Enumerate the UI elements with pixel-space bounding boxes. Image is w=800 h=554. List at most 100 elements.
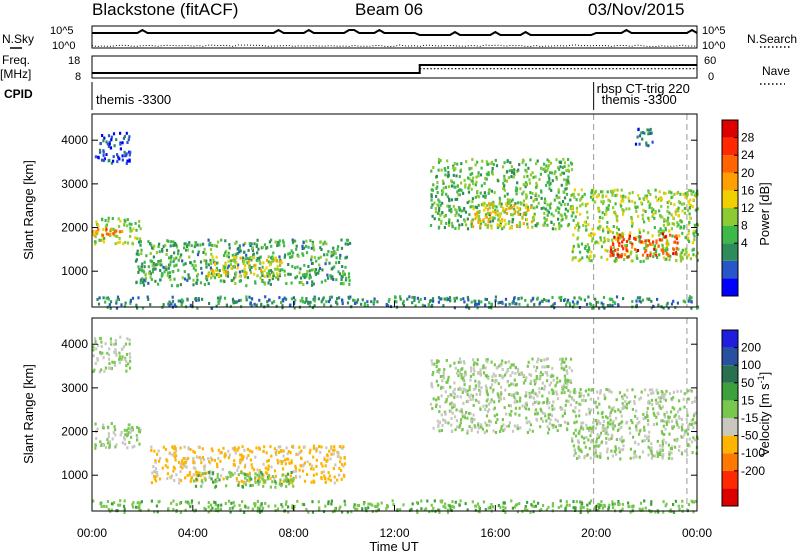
power-echo-cell [324, 262, 327, 266]
power-echo-cell [97, 155, 100, 159]
velocity-echo-cell [327, 502, 330, 506]
power-echo-cell [505, 212, 509, 215]
power-echo-cell [330, 275, 333, 279]
velocity-echo-layer [92, 318, 699, 514]
power-echo-cell [170, 254, 173, 258]
velocity-echo-cell [137, 505, 140, 509]
power-echo-cell [270, 238, 273, 242]
velocity-echo-cell [563, 384, 566, 388]
velocity-echo-cell [310, 480, 313, 484]
velocity-echo-cell [556, 392, 559, 396]
power-echo-cell [248, 295, 251, 299]
power-echo-cell [644, 194, 647, 198]
power-echo-cell [336, 302, 339, 306]
power-echo-cell [577, 244, 580, 248]
velocity-echo-cell [617, 423, 620, 426]
power-echo-cell [243, 264, 247, 267]
power-echo-cell [583, 220, 586, 224]
time-tick-label: 12:00 [379, 526, 409, 540]
power-echo-cell [388, 298, 391, 301]
power-echo-cell [229, 304, 232, 308]
power-echo-cell [219, 279, 222, 283]
velocity-echo-cell [554, 418, 557, 422]
velocity-echo-cell [691, 421, 695, 425]
power-echo-cell [607, 227, 610, 231]
power-echo-cell [160, 263, 163, 267]
power-echo-cell [533, 303, 536, 307]
power-echo-cell [691, 205, 694, 209]
power-echo-cell [516, 210, 520, 214]
velocity-echo-cell [308, 451, 311, 455]
velocity-echo-cell [513, 378, 516, 382]
velocity-echo-cell [279, 478, 282, 482]
power-echo-cell [261, 245, 264, 249]
power-echo-cell [184, 262, 187, 266]
power-echo-cell [303, 301, 306, 304]
power-echo-cell [128, 222, 131, 226]
power-echo-cell [303, 276, 306, 280]
power-echo-cell [112, 227, 115, 231]
power-echo-cell [307, 300, 310, 304]
velocity-echo-cell [117, 503, 120, 507]
power-echo-cell [454, 208, 457, 212]
power-echo-cell [317, 269, 321, 273]
velocity-echo-cell [268, 474, 271, 478]
power-echo-cell [243, 273, 246, 277]
power-echo-cell [688, 220, 691, 224]
velocity-echo-cell [474, 384, 478, 388]
power-echo-cell [490, 224, 493, 228]
power-echo-cell [254, 281, 257, 285]
power-echo-cell [495, 205, 498, 209]
power-echo-cell [525, 193, 528, 197]
velocity-echo-cell [274, 504, 277, 508]
velocity-echo-cell [497, 382, 500, 386]
velocity-echo-cell [621, 397, 624, 401]
power-echo-cell [618, 253, 621, 257]
velocity-echo-cell [108, 440, 111, 444]
velocity-echo-cell [660, 419, 663, 423]
velocity-echo-cell [642, 417, 645, 421]
power-echo-cell [477, 302, 481, 306]
power-echo-cell [560, 224, 563, 228]
power-echo-cell [169, 256, 173, 260]
power-echo-cell [674, 251, 678, 254]
power-echo-cell [589, 303, 592, 306]
power-echo-cell [572, 192, 575, 196]
velocity-echo-cell [166, 477, 169, 481]
velocity-echo-cell [485, 358, 488, 362]
velocity-echo-cell [338, 445, 341, 449]
power-echo-cell [496, 209, 499, 213]
power-echo-cell [315, 259, 318, 263]
velocity-echo-cell [106, 425, 110, 429]
velocity-echo-cell [661, 448, 664, 452]
power-echo-cell [524, 168, 527, 172]
velocity-echo-cell [568, 366, 571, 370]
power-echo-cell [330, 267, 333, 271]
power-echo-cell [260, 268, 263, 272]
velocity-echo-cell [541, 381, 544, 385]
power-echo-cell [134, 259, 138, 263]
velocity-echo-cell [508, 421, 511, 425]
velocity-echo-cell [631, 388, 634, 392]
velocity-echo-cell [466, 508, 469, 512]
velocity-echo-cell [463, 383, 466, 387]
power-echo-cell [692, 232, 695, 236]
velocity-echo-cell [177, 460, 181, 464]
power-echo-cell [628, 232, 631, 236]
velocity-echo-cell [256, 506, 260, 510]
power-echo-cell [210, 306, 213, 310]
power-echo-cell [172, 270, 175, 274]
velocity-echo-cell [665, 420, 668, 424]
power-echo-cell [270, 261, 273, 265]
velocity-echo-cell [511, 371, 514, 375]
power-echo-cell [526, 205, 529, 209]
velocity-echo-cell [525, 407, 528, 411]
velocity-echo-cell [138, 427, 141, 431]
power-echo-cell [455, 211, 458, 215]
velocity-echo-cell [262, 474, 265, 478]
power-echo-cell [186, 248, 189, 252]
power-echo-cell [694, 194, 698, 198]
velocity-echo-cell [439, 499, 442, 503]
velocity-echo-cell [207, 501, 210, 504]
power-echo-cell [683, 211, 686, 215]
